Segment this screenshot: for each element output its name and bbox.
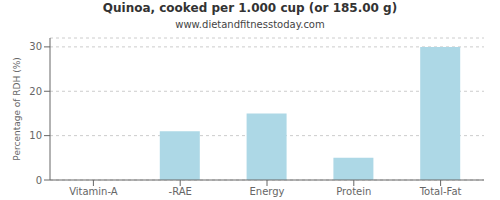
svg-text:30: 30	[29, 41, 42, 52]
svg-text:20: 20	[29, 86, 42, 97]
svg-text:0: 0	[36, 175, 42, 186]
svg-text:Total-Fat: Total-Fat	[419, 186, 462, 197]
html-text:www.dietandfitnesstoday.com: www.dietandfitnesstoday.com	[175, 19, 325, 30]
svg-text:10: 10	[29, 130, 42, 141]
svg-text:Percentage of RDH (%): Percentage of RDH (%)	[12, 57, 22, 160]
svg-text:Protein: Protein	[336, 186, 371, 197]
svg-text:Vitamin-A: Vitamin-A	[69, 186, 118, 197]
svg-text:-RAE: -RAE	[169, 186, 192, 197]
html-text:Quinoa, cooked per 1.000 cup (: Quinoa, cooked per 1.000 cup (or 185.00 …	[102, 1, 398, 15]
svg-text:Energy: Energy	[249, 186, 284, 197]
